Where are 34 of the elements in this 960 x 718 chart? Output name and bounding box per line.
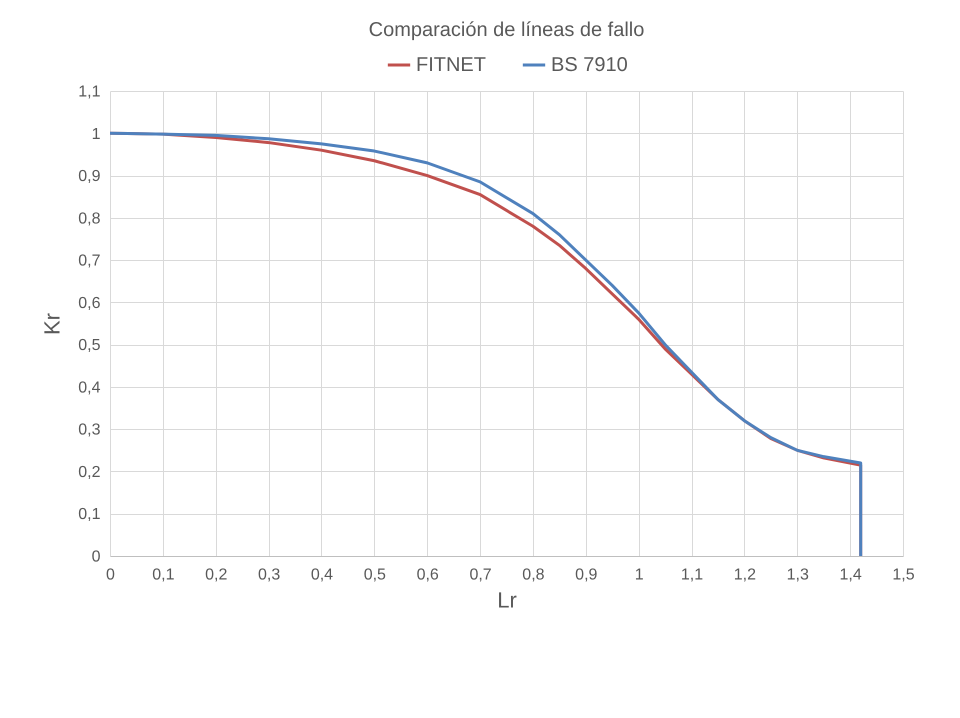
x-tick-label: 1,3 [786,566,809,584]
x-tick-label: 1,2 [734,566,756,584]
line-series [110,132,862,556]
chart-title: Comparación de líneas de fallo [368,19,644,41]
y-axis-title: Kr [39,313,64,335]
y-tick-label: 0,7 [78,252,101,270]
x-tick-label: 0,3 [258,566,280,584]
x-tick-label: 0,6 [416,566,439,584]
x-tick-label: 0,2 [205,566,228,584]
x-tick-label: 0,5 [364,566,386,584]
x-tick-label: 0,7 [469,566,492,584]
x-tick-label: 0 [106,566,116,584]
y-tick-label: 0,1 [78,506,101,524]
y-tick-label: 1 [92,126,101,143]
legend-label: FITNET [416,54,486,76]
y-tick-label: 0,6 [78,294,101,312]
x-tick-label: 0,8 [522,566,545,584]
y-tick-label: 0,5 [78,337,101,354]
x-tick-label: 1,1 [680,566,704,584]
y-tick-label: 0,9 [78,168,101,186]
x-tick-label: 1,4 [840,566,862,584]
x-axis-title: Lr [497,588,517,612]
x-tick-label: 1,5 [892,566,915,584]
y-tick-label: 0,2 [78,464,101,481]
y-tick-label: 0,8 [78,210,101,228]
x-tick-label: 1 [634,566,644,584]
y-tick-label: 0,3 [78,422,101,439]
x-tick-label: 0,4 [310,566,334,584]
x-tick-label: 0,1 [152,566,175,584]
y-tick-label: 0 [92,548,101,566]
y-tick-label: 1,1 [78,84,101,100]
legend-label: BS 7910 [551,54,628,76]
y-tick-label: 0,4 [78,379,101,396]
x-tick-label: 0,9 [575,566,598,584]
